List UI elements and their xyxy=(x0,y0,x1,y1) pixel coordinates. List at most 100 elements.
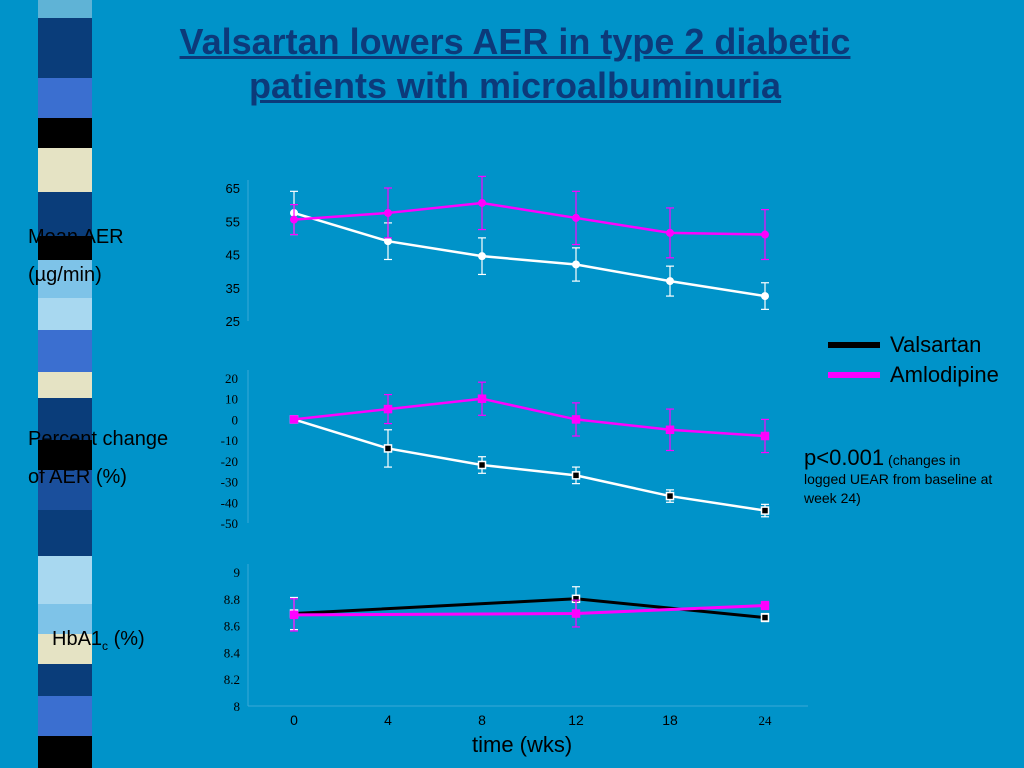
legend-swatch-valsartan xyxy=(828,342,880,348)
hba1c-label-sub: c xyxy=(102,639,109,653)
mean-aer-label: Mean AER (µg/min) xyxy=(28,218,124,294)
data-point-amlodipine xyxy=(665,425,675,435)
stripe-block xyxy=(38,696,92,736)
data-point-amlodipine xyxy=(384,208,392,217)
title-line-2: patients with microalbuminuria xyxy=(248,65,782,106)
mean-aer-label-line2: (µg/min) xyxy=(28,264,102,286)
stripe-block xyxy=(38,330,92,372)
x-tick-label: 18 xyxy=(662,712,678,728)
y-tick-label: -40 xyxy=(221,495,238,510)
x-tick-label: 0 xyxy=(290,712,298,728)
data-point-valsartan xyxy=(384,237,392,246)
y-tick-label: -20 xyxy=(221,454,238,469)
series-line-valsartan xyxy=(293,418,766,512)
y-tick-label: 8.4 xyxy=(224,645,241,660)
y-tick-label: 25 xyxy=(226,314,240,329)
x-tick-label: 12 xyxy=(568,712,584,728)
stripe-block xyxy=(38,45,92,78)
y-tick-label: 8.8 xyxy=(224,592,240,607)
slide-title: Valsartan lowers AER in type 2 diabetic … xyxy=(115,20,915,108)
data-point-amlodipine xyxy=(760,601,770,610)
y-tick-label: -50 xyxy=(221,516,238,531)
stripe-block xyxy=(38,260,92,298)
y-tick-label: 9 xyxy=(234,565,241,580)
x-tick-label: 8 xyxy=(478,712,486,728)
y-tick-label: 45 xyxy=(226,248,240,263)
y-tick-label: 20 xyxy=(225,371,238,386)
stripe-block xyxy=(38,236,92,260)
data-point-amlodipine xyxy=(572,213,580,222)
y-tick-label: 0 xyxy=(232,412,239,427)
title-line-1: Valsartan lowers AER in type 2 diabetic xyxy=(179,21,851,62)
data-point-valsartan xyxy=(665,491,675,501)
y-tick-label: 35 xyxy=(226,281,240,296)
data-point-valsartan xyxy=(760,506,770,515)
stripe-block xyxy=(38,556,92,604)
legend: Valsartan Amlodipine xyxy=(828,330,999,390)
stripe-block xyxy=(38,78,92,118)
hba1c-label: HbA1c (%) xyxy=(52,620,145,665)
y-tick-label: 8.6 xyxy=(224,619,241,634)
stripe-block xyxy=(38,604,92,634)
legend-item-amlodipine: Amlodipine xyxy=(828,360,999,390)
percent-change-label-line1: Percent change xyxy=(28,428,169,450)
y-tick-label: 10 xyxy=(225,392,238,407)
data-point-amlodipine xyxy=(478,198,486,207)
percent-change-label-line2: of AER (%) xyxy=(28,466,127,488)
data-point-valsartan xyxy=(383,444,393,453)
stripe-block xyxy=(38,470,92,510)
data-point-amlodipine xyxy=(383,404,393,414)
stripe-block xyxy=(38,440,92,470)
stripe-block xyxy=(38,118,92,148)
stripe-block xyxy=(38,192,92,236)
percent-change-label: Percent change of AER (%) xyxy=(28,420,168,496)
y-tick-label: 65 xyxy=(226,181,240,196)
series-line-valsartan xyxy=(293,211,766,298)
y-tick-label: -10 xyxy=(221,433,238,448)
stripe-block xyxy=(38,0,92,18)
data-point-amlodipine xyxy=(289,415,299,424)
stripe-block xyxy=(38,634,92,664)
data-point-valsartan xyxy=(478,252,486,261)
data-point-valsartan xyxy=(571,471,581,480)
data-point-amlodipine xyxy=(477,394,487,403)
hba1c-label-main: HbA1 xyxy=(52,628,103,650)
stripe-block xyxy=(38,372,92,398)
data-point-amlodipine xyxy=(571,415,581,424)
data-point-amlodipine xyxy=(666,228,674,237)
y-tick-label: 8 xyxy=(234,699,241,714)
mean-aer-label-line1: Mean AER xyxy=(28,226,124,248)
stripe-block xyxy=(38,398,92,440)
decorative-stripe xyxy=(0,0,120,768)
legend-item-valsartan: Valsartan xyxy=(828,330,999,360)
data-point-amlodipine xyxy=(290,215,298,224)
stripe-block xyxy=(38,736,92,768)
data-point-amlodipine xyxy=(760,431,770,441)
data-point-amlodipine xyxy=(289,610,299,620)
stripe-block xyxy=(38,148,92,192)
data-point-amlodipine xyxy=(761,230,769,239)
series-line-amlodipine xyxy=(293,397,766,438)
stripe-block xyxy=(38,298,92,330)
x-axis-title: time (wks) xyxy=(472,732,573,757)
data-point-valsartan xyxy=(477,460,487,470)
stripe-block xyxy=(38,510,92,556)
x-tick-label: 24 xyxy=(759,713,773,728)
data-point-valsartan xyxy=(761,292,769,301)
p-value-detail: (changes in logged UEAR from baseline at… xyxy=(804,452,993,506)
hba1c-label-unit: (%) xyxy=(108,628,145,650)
x-tick-label: 4 xyxy=(384,712,392,728)
p-value: p<0.001 xyxy=(804,445,885,470)
data-point-valsartan xyxy=(572,260,580,269)
data-point-valsartan xyxy=(760,613,770,622)
legend-label-valsartan: Valsartan xyxy=(890,332,982,357)
p-value-note: p<0.001 (changes in logged UEAR from bas… xyxy=(804,445,1004,508)
stripe-block xyxy=(38,664,92,696)
data-point-amlodipine xyxy=(571,609,581,618)
y-tick-label: -30 xyxy=(221,475,238,490)
stripe-block xyxy=(38,18,92,45)
data-point-valsartan xyxy=(666,277,674,286)
series-line-amlodipine xyxy=(293,201,766,236)
y-tick-label: 55 xyxy=(226,214,240,229)
